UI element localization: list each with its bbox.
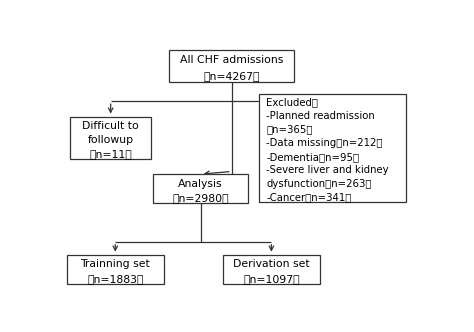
Text: -Dementia（n=95）: -Dementia（n=95） <box>266 152 359 162</box>
FancyBboxPatch shape <box>70 117 151 159</box>
FancyBboxPatch shape <box>223 255 320 284</box>
Text: followup: followup <box>88 135 134 145</box>
Text: （n=11）: （n=11） <box>89 149 132 159</box>
FancyBboxPatch shape <box>169 50 294 82</box>
Text: （n=1097）: （n=1097） <box>243 274 300 284</box>
Text: （n=2980）: （n=2980） <box>173 193 229 203</box>
FancyBboxPatch shape <box>259 94 406 202</box>
FancyBboxPatch shape <box>153 174 248 204</box>
FancyBboxPatch shape <box>66 255 164 284</box>
Text: （n=365）: （n=365） <box>266 124 312 134</box>
Text: -Data missing（n=212）: -Data missing（n=212） <box>266 138 383 148</box>
Text: Trainning set: Trainning set <box>81 259 150 269</box>
Text: Analysis: Analysis <box>178 179 223 189</box>
Text: All CHF admissions: All CHF admissions <box>180 55 283 65</box>
Text: -Severe liver and kidney: -Severe liver and kidney <box>266 165 389 175</box>
Text: -Planned readmission: -Planned readmission <box>266 111 375 121</box>
Text: （n=1883）: （n=1883） <box>87 274 144 284</box>
Text: dysfunction（n=263）: dysfunction（n=263） <box>266 179 372 189</box>
Text: Derivation set: Derivation set <box>233 259 310 269</box>
Text: （n=4267）: （n=4267） <box>204 71 260 81</box>
Text: Excluded：: Excluded： <box>266 97 318 107</box>
Text: -Cancer（n=341）: -Cancer（n=341） <box>266 193 351 203</box>
Text: Difficult to: Difficult to <box>82 121 139 131</box>
